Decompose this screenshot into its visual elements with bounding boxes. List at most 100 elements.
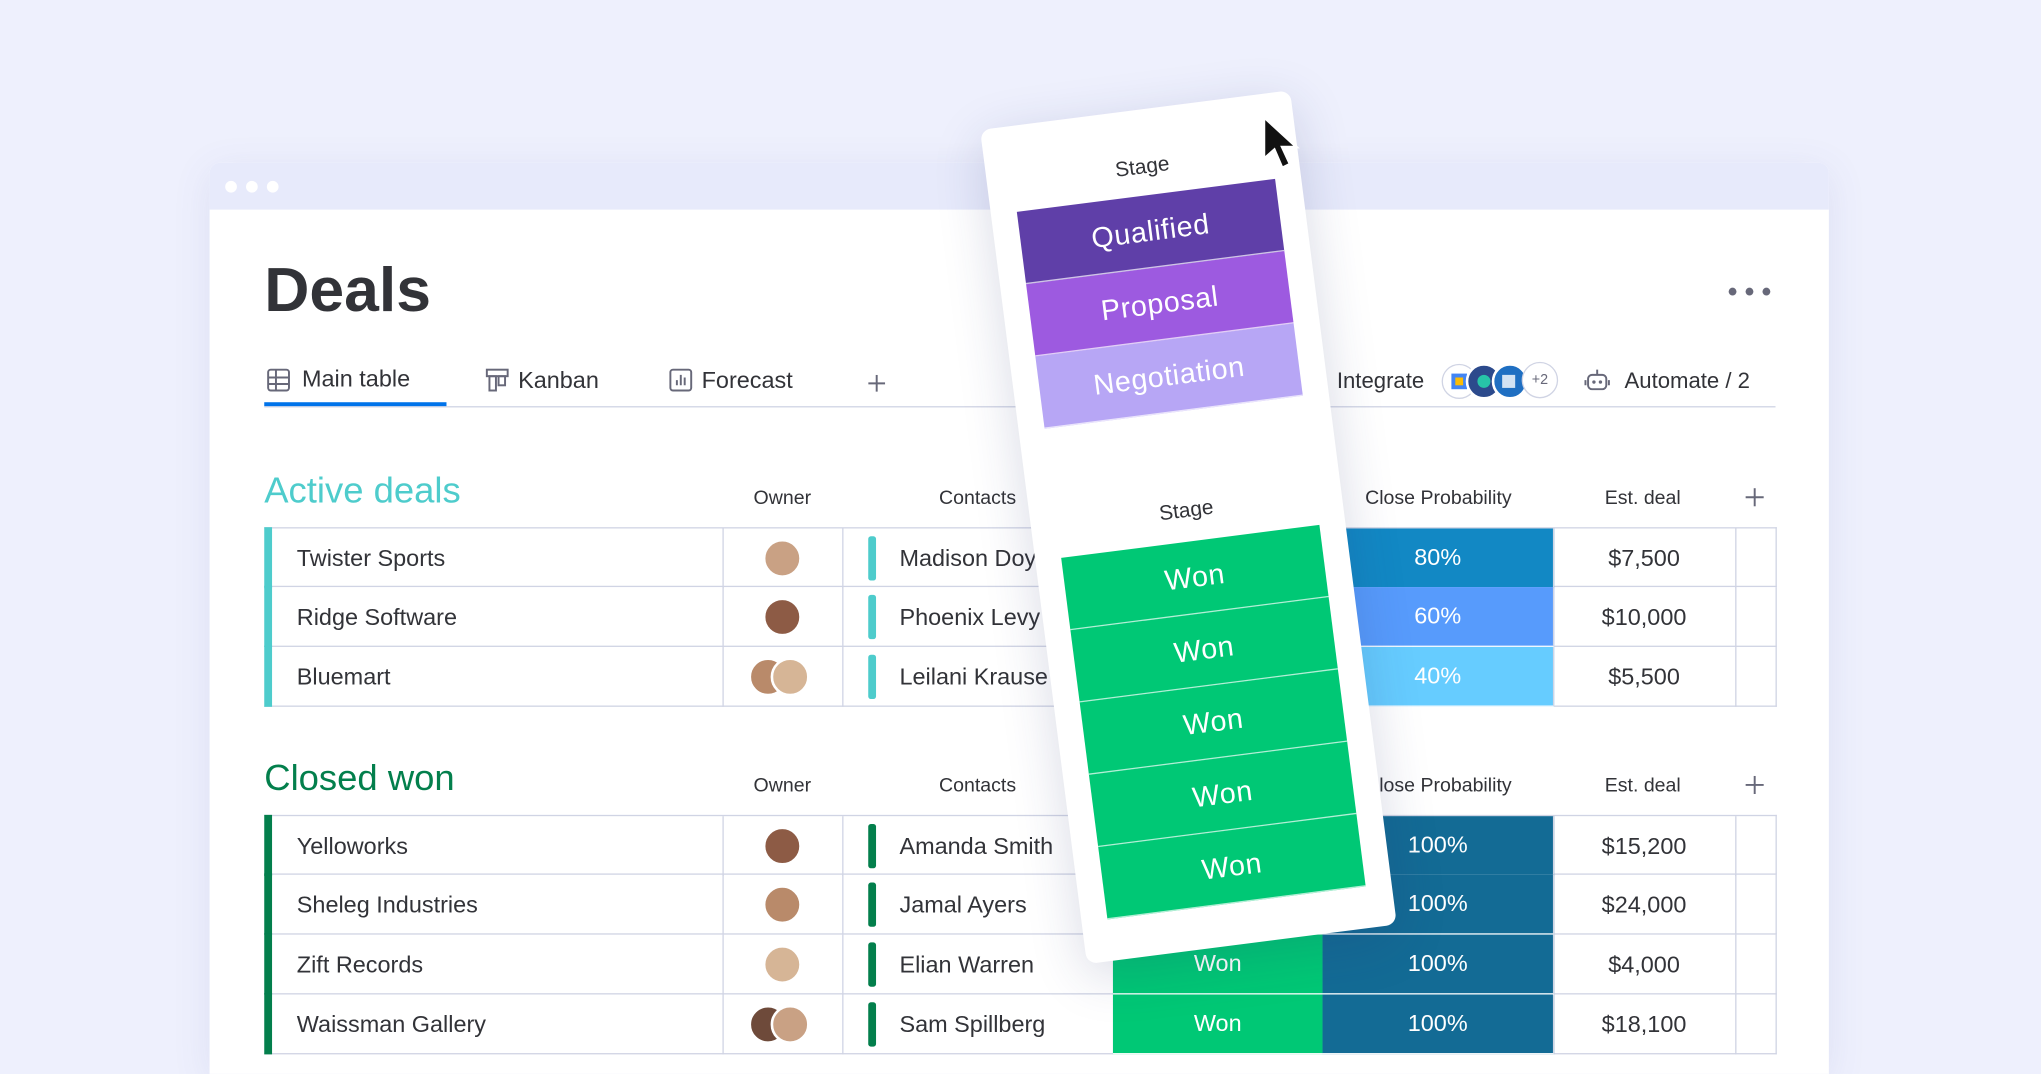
- avatar: [770, 1004, 810, 1044]
- owner-cell: [722, 994, 844, 1055]
- table-icon: [267, 368, 290, 392]
- column-header: Close Probability: [1365, 774, 1512, 797]
- avatar: [762, 885, 802, 925]
- owner-cell: [722, 528, 844, 589]
- item-name: Waissman Gallery: [296, 1010, 487, 1037]
- item-name-cell: Ridge Software: [264, 587, 724, 647]
- item-name: Twister Sports: [296, 544, 446, 571]
- column-header: Est. deal: [1604, 486, 1681, 509]
- table-row: Bluemart Leilani Krause 40% $5,500: [264, 645, 1777, 707]
- contact-cell: Jamal Ayers: [842, 874, 1115, 935]
- contact-color-bar: [868, 654, 877, 700]
- item-name-cell: Waissman Gallery: [264, 994, 724, 1055]
- deal-cell: $10,000: [1553, 587, 1737, 647]
- table-row: Twister Sports Madison Doyle 80% $7,500: [264, 527, 1777, 589]
- table-row: Zift Records Elian Warren Won 100% $4,000: [264, 933, 1777, 995]
- deal-cell: $18,100: [1553, 994, 1737, 1055]
- avatar: [770, 657, 810, 697]
- contact-color-bar: [868, 882, 877, 927]
- window-dot: [266, 180, 279, 193]
- tab[interactable]: Kanban: [518, 367, 599, 394]
- add-column[interactable]: [1745, 775, 1764, 795]
- add-view[interactable]: [868, 374, 886, 392]
- probability-cell: 80%: [1322, 528, 1555, 589]
- tab[interactable]: Main table: [301, 365, 411, 392]
- more-menu[interactable]: [1726, 284, 1773, 300]
- cursor: [1262, 114, 1300, 170]
- item-name: Yelloworks: [296, 832, 408, 859]
- avatar: [762, 597, 802, 637]
- owner-cell: [722, 934, 844, 995]
- column-header: Est. deal: [1604, 774, 1681, 797]
- contact-color-bar: [868, 594, 877, 640]
- contact-name: Madison Doyle: [899, 544, 1055, 571]
- item-name-cell: Zift Records: [264, 934, 724, 995]
- item-name-cell: Twister Sports: [264, 528, 724, 589]
- table-row: Ridge Software Phoenix Levy 60% $10,000: [264, 585, 1777, 647]
- contact-name: Jamal Ayers: [899, 891, 1027, 918]
- column-header: Owner: [753, 774, 812, 797]
- tab[interactable]: Forecast: [701, 367, 793, 394]
- deal-cell: $5,500: [1553, 646, 1737, 707]
- item-name-cell: Bluemart: [264, 646, 724, 707]
- active-tab-indicator: [264, 402, 447, 407]
- contact-cell: Leilani Krause: [842, 646, 1115, 707]
- owner-cell: [722, 587, 844, 647]
- probability-cell: 100%: [1322, 994, 1555, 1055]
- board-title: Deals: [264, 256, 431, 326]
- automate-button[interactable]: Automate / 2: [1624, 368, 1750, 394]
- contact-name: Leilani Krause: [899, 663, 1048, 690]
- stage-cell: Won: [1112, 994, 1324, 1055]
- item-name-cell: Sheleg Industries: [264, 874, 724, 935]
- probability-cell: 100%: [1322, 934, 1555, 995]
- contact-color-bar: [868, 1002, 877, 1047]
- contact-name: Elian Warren: [899, 950, 1035, 977]
- kanban-icon: [485, 368, 509, 392]
- group-color-bar: [264, 585, 273, 647]
- column-header: Owner: [753, 486, 812, 509]
- contact-cell: Elian Warren: [842, 934, 1115, 995]
- contact-name: Amanda Smith: [899, 832, 1054, 859]
- deal-cell: $15,200: [1553, 816, 1737, 877]
- chart-icon: [669, 368, 693, 392]
- item-name: Sheleg Industries: [296, 891, 478, 918]
- item-name: Zift Records: [296, 950, 424, 977]
- probability-cell: 60%: [1322, 587, 1555, 647]
- contact-color-bar: [868, 942, 877, 987]
- group-color-bar: [264, 873, 273, 935]
- avatar: [762, 538, 802, 578]
- window-dot: [225, 180, 237, 193]
- contact-name: Phoenix Levy: [899, 603, 1041, 630]
- deal-cell: $7,500: [1553, 528, 1737, 589]
- item-name-cell: Yelloworks: [264, 816, 724, 877]
- contact-cell: Phoenix Levy: [842, 587, 1115, 647]
- integration-count: +2: [1521, 361, 1559, 399]
- contact-cell: Amanda Smith: [842, 816, 1115, 877]
- avatar: [762, 945, 802, 985]
- group-color-bar: [264, 527, 273, 589]
- integration-icons: [1441, 363, 1529, 400]
- table-row: Waissman Gallery Sam Spillberg Won 100% $18,…: [264, 993, 1777, 1055]
- contact-color-bar: [868, 823, 877, 869]
- group-color-bar: [264, 814, 273, 877]
- column-header: Close Probability: [1365, 486, 1512, 509]
- group-color-bar: [264, 645, 273, 707]
- contact-color-bar: [868, 536, 877, 581]
- deal-cell: $24,000: [1553, 874, 1737, 935]
- owner-cell: [722, 646, 844, 707]
- contact-cell: Sam Spillberg: [842, 994, 1115, 1055]
- item-name: Bluemart: [296, 663, 391, 690]
- add-column[interactable]: [1745, 488, 1764, 507]
- group-color-bar: [264, 993, 273, 1055]
- avatar: [762, 826, 802, 866]
- integrate-button[interactable]: Integrate: [1336, 368, 1425, 394]
- window-dot: [246, 180, 258, 193]
- column-header: Contacts: [939, 774, 1017, 797]
- robot-icon: [1584, 369, 1610, 391]
- column-header: Contacts: [939, 486, 1017, 509]
- owner-cell: [722, 874, 844, 935]
